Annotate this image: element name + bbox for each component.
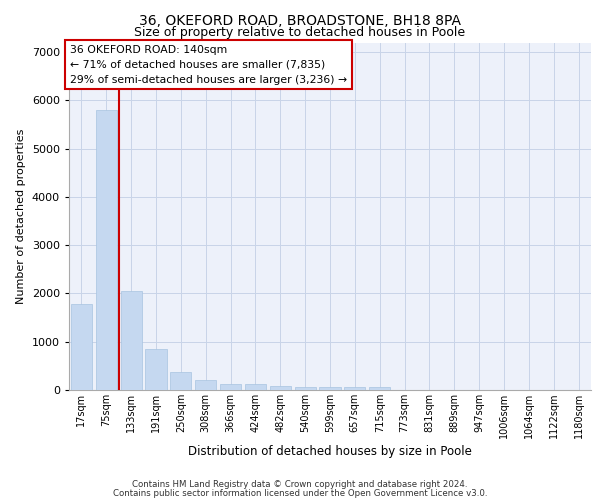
Bar xyxy=(245,384,266,390)
Text: Contains public sector information licensed under the Open Government Licence v3: Contains public sector information licen… xyxy=(113,488,487,498)
Text: 36, OKEFORD ROAD, BROADSTONE, BH18 8PA: 36, OKEFORD ROAD, BROADSTONE, BH18 8PA xyxy=(139,14,461,28)
Text: 36 OKEFORD ROAD: 140sqm
← 71% of detached houses are smaller (7,835)
29% of semi: 36 OKEFORD ROAD: 140sqm ← 71% of detache… xyxy=(70,45,347,84)
Bar xyxy=(270,386,291,390)
Text: Contains HM Land Registry data © Crown copyright and database right 2024.: Contains HM Land Registry data © Crown c… xyxy=(132,480,468,489)
Bar xyxy=(121,290,142,390)
Bar xyxy=(170,372,191,390)
Y-axis label: Number of detached properties: Number of detached properties xyxy=(16,128,26,304)
Bar xyxy=(344,387,365,390)
Bar xyxy=(96,110,117,390)
Bar xyxy=(369,388,390,390)
Text: Size of property relative to detached houses in Poole: Size of property relative to detached ho… xyxy=(134,26,466,39)
Bar xyxy=(145,350,167,390)
Bar xyxy=(71,304,92,390)
Bar xyxy=(220,384,241,390)
Bar xyxy=(295,386,316,390)
Bar xyxy=(319,387,341,390)
Bar xyxy=(195,380,216,390)
X-axis label: Distribution of detached houses by size in Poole: Distribution of detached houses by size … xyxy=(188,445,472,458)
